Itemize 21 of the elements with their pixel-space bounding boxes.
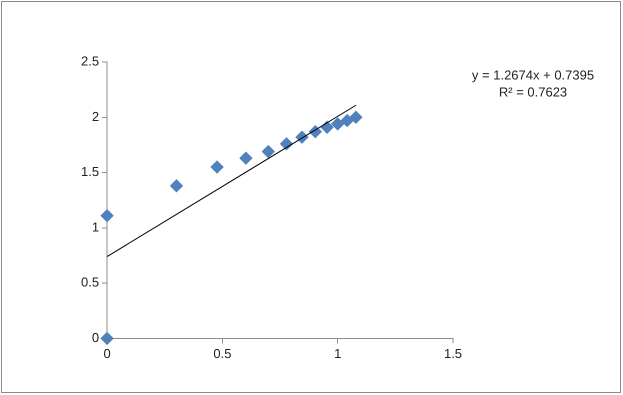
y-tick-label: 1: [92, 219, 100, 234]
y-tick-label: 0.5: [80, 274, 100, 290]
y-tick-label: 2.5: [80, 54, 100, 69]
text: y = 1.2674x + 0.7395: [472, 68, 594, 83]
x-tick-label: 1: [334, 346, 342, 361]
x-tick-label: 0: [103, 346, 111, 361]
point: [100, 332, 114, 345]
point: [340, 114, 354, 128]
text: R² = 0.7623: [498, 84, 568, 100]
point: [262, 145, 275, 158]
y-tick-label: 0: [92, 330, 100, 345]
point: [210, 160, 224, 174]
x-tick-label: 0.5: [213, 346, 232, 361]
y-tick-label: 2: [92, 108, 100, 124]
point: [331, 117, 344, 130]
point: [100, 209, 114, 222]
point: [239, 152, 252, 165]
point: [170, 179, 183, 192]
y-tick-label: 1.5: [80, 164, 100, 180]
x-tick-label: 1.5: [444, 346, 462, 361]
point: [349, 110, 362, 124]
